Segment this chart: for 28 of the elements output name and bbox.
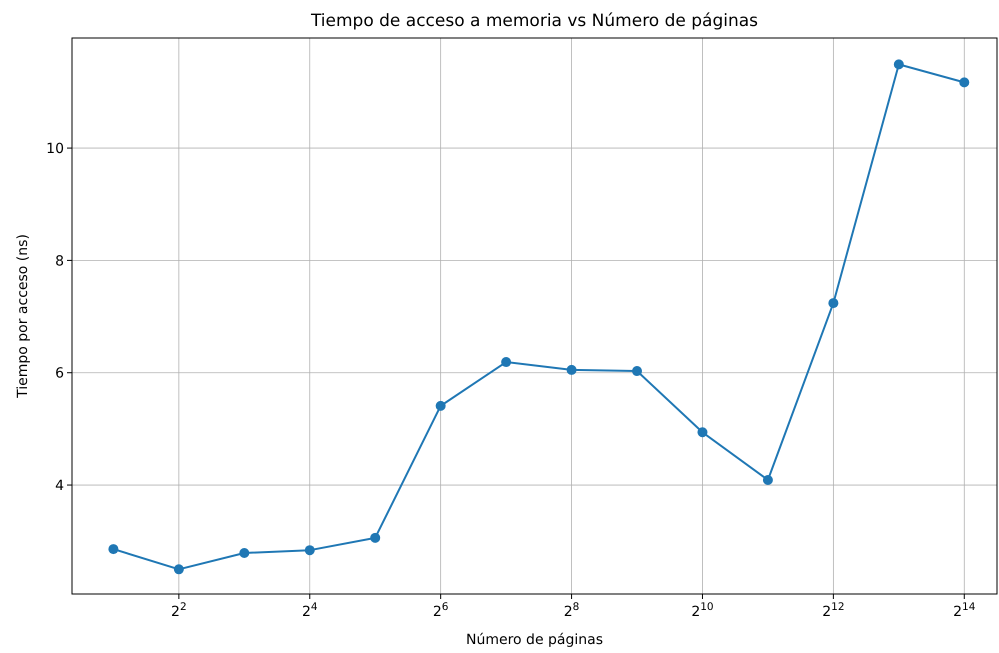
x-tick-label: 2$^{4}$: [302, 601, 318, 620]
point: [894, 59, 904, 70]
point: [959, 77, 970, 88]
x-tick-label: 2$^{10}$: [691, 601, 714, 620]
point: [239, 548, 250, 558]
chart-title: Tiempo de acceso a memoria vs Número de páginas: [310, 11, 758, 31]
x-axis-title: Número de páginas: [466, 632, 603, 648]
x-tick-label: 2$^{12}$: [822, 601, 845, 620]
point: [174, 564, 184, 574]
y-tick-label: 4: [55, 478, 64, 494]
point: [108, 544, 118, 554]
point: [370, 532, 380, 543]
y-tick-label: 6: [55, 366, 64, 382]
point: [304, 545, 315, 556]
point: [566, 364, 577, 375]
x-tick-label: 2$^{14}$: [953, 601, 976, 620]
y-tick-label: 8: [55, 253, 64, 270]
y-axis-title: Tiempo por acceso (ns): [15, 234, 31, 399]
point: [501, 357, 512, 368]
x-tick-label: 2$^{2}$: [171, 601, 187, 620]
point: [828, 298, 838, 308]
point: [697, 427, 708, 438]
point: [436, 400, 446, 411]
point: [762, 474, 773, 485]
x-tick-label: 2$^{8}$: [564, 601, 580, 620]
x-tick-label: 2$^{6}$: [432, 601, 449, 620]
y-tick-label: 10: [46, 140, 64, 157]
point: [632, 366, 642, 376]
